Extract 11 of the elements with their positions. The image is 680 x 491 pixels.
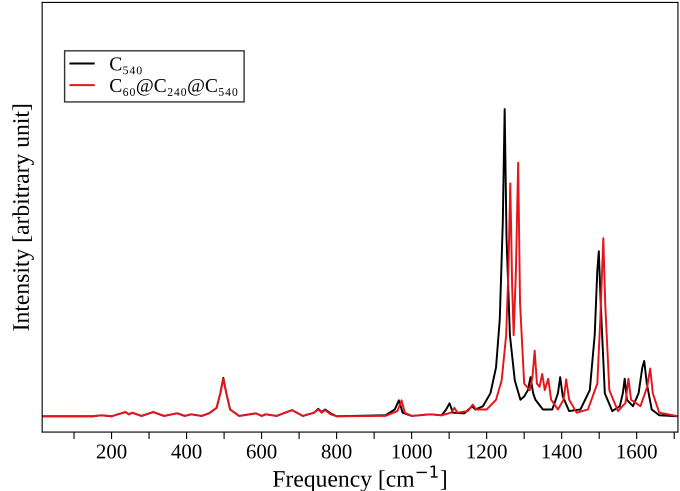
legend-label: C₅₄₀ bbox=[110, 57, 142, 74]
x-tick-label: 1000 bbox=[392, 444, 432, 459]
x-tick-label: 1400 bbox=[542, 444, 582, 459]
x-tick-label: 200 bbox=[96, 444, 126, 459]
x-tick-label: 400 bbox=[171, 444, 202, 459]
x-tick-label: 1600 bbox=[618, 444, 657, 459]
y-axis-title: Intensity [arbitrary unit] bbox=[12, 104, 34, 330]
legend-label: C₆₀@C₂₄₀@C₅₄₀ bbox=[110, 78, 238, 96]
x-tick-label: 800 bbox=[322, 444, 352, 459]
x-tick-label: 1200 bbox=[468, 444, 507, 459]
x-tick-label: 600 bbox=[246, 444, 276, 459]
